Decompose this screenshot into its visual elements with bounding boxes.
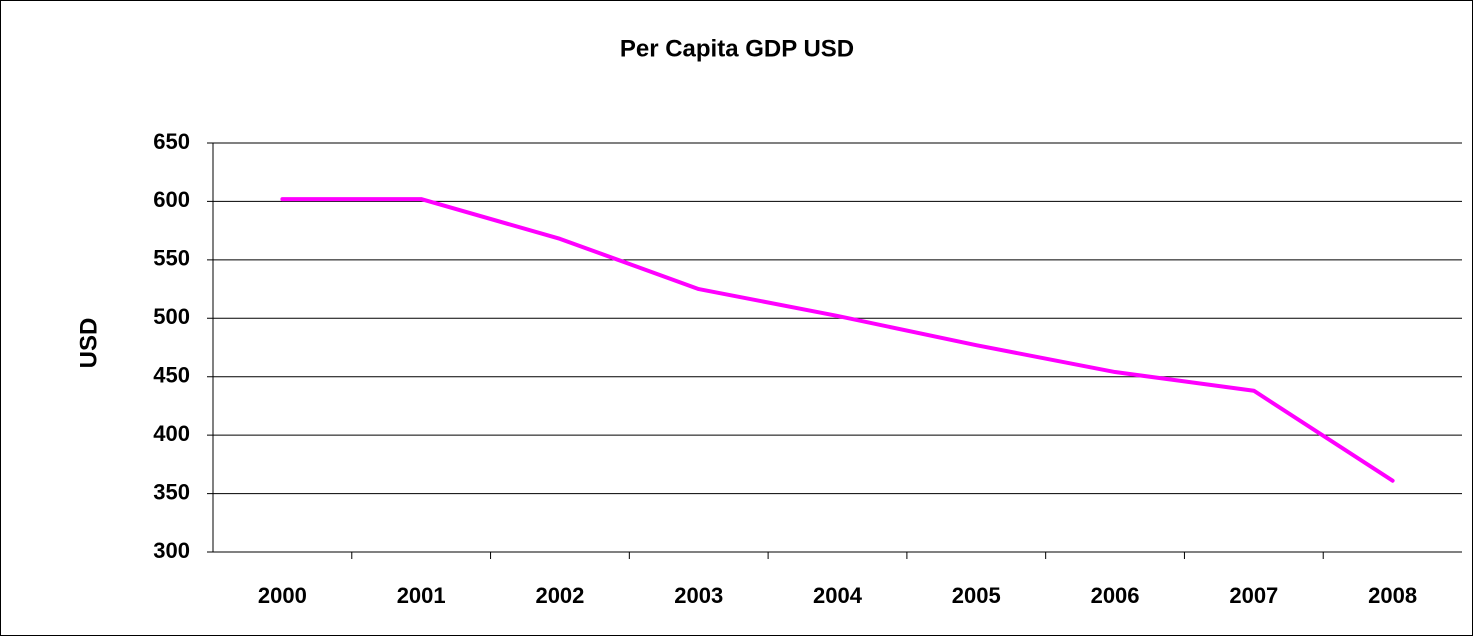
chart-title: Per Capita GDP USD <box>620 35 854 62</box>
y-tick-label: 450 <box>153 363 190 388</box>
x-tick-label: 2001 <box>397 583 446 608</box>
y-tick-label: 550 <box>153 246 190 271</box>
x-tick-label: 2008 <box>1368 583 1417 608</box>
x-tick-label: 2006 <box>1091 583 1140 608</box>
x-tick-label: 2005 <box>952 583 1001 608</box>
x-tick-label: 2003 <box>674 583 723 608</box>
x-tick-label: 2004 <box>813 583 863 608</box>
y-tick-label: 300 <box>153 538 190 563</box>
x-tick-label: 2002 <box>535 583 584 608</box>
y-tick-label: 400 <box>153 421 190 446</box>
data-line <box>280 197 1395 483</box>
y-axis-label: USD <box>75 318 102 369</box>
y-tick-label: 350 <box>153 479 190 504</box>
x-tick-label: 2000 <box>258 583 307 608</box>
y-tick-label: 650 <box>153 129 190 154</box>
x-tick-label: 2007 <box>1229 583 1278 608</box>
y-tick-label: 600 <box>153 187 190 212</box>
y-tick-label: 500 <box>153 304 190 329</box>
